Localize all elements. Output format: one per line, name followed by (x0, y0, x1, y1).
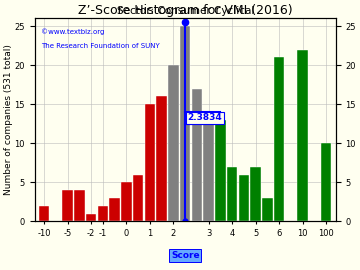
Bar (227, 167, 238, 221)
Bar (251, 167, 261, 221)
Bar (192, 89, 202, 221)
Bar (274, 58, 284, 221)
Y-axis label: Number of companies (531 total): Number of companies (531 total) (4, 45, 13, 195)
Text: Score: Score (171, 251, 199, 260)
Bar (168, 65, 179, 221)
Bar (297, 50, 308, 221)
Bar (156, 96, 167, 221)
Text: Sector: Consumer Cyclical: Sector: Consumer Cyclical (117, 6, 254, 16)
Bar (98, 206, 108, 221)
Bar (180, 26, 190, 221)
Text: The Research Foundation of SUNY: The Research Foundation of SUNY (41, 43, 159, 49)
Bar (62, 190, 73, 221)
Bar (109, 198, 120, 221)
Bar (133, 174, 144, 221)
Bar (145, 104, 155, 221)
Bar (86, 214, 96, 221)
Bar (321, 143, 332, 221)
Bar (121, 182, 132, 221)
Bar (239, 174, 249, 221)
Text: ©www.textbiz.org: ©www.textbiz.org (41, 29, 104, 35)
Bar (74, 190, 85, 221)
Text: 2.3834: 2.3834 (188, 113, 222, 122)
Bar (215, 120, 226, 221)
Bar (39, 206, 49, 221)
Title: Z’-Score Histogram for VMI (2016): Z’-Score Histogram for VMI (2016) (78, 4, 293, 17)
Bar (262, 198, 273, 221)
Bar (203, 120, 214, 221)
